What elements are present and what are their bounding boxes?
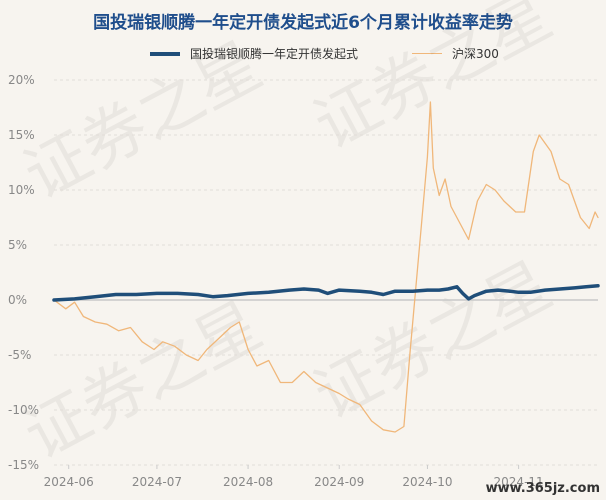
grid-layer: [54, 79, 598, 469]
legend-swatch-index: [412, 53, 442, 54]
y-tick-label: 0%: [8, 293, 27, 307]
legend-item-fund[interactable]: 国投瑞银顺腾一年定开债发起式: [150, 45, 358, 62]
site-watermark: www.365jz.com: [485, 481, 600, 496]
x-tick-label: 2024-07: [132, 475, 182, 489]
legend-label-fund: 国投瑞银顺腾一年定开债发起式: [190, 47, 359, 61]
x-tick-label: 2024-11: [494, 475, 544, 489]
y-tick-label: 10%: [8, 183, 35, 197]
y-tick-label: -5%: [8, 348, 31, 362]
legend-item-index[interactable]: 沪深300: [412, 45, 499, 62]
y-tick-label: 20%: [8, 73, 35, 87]
watermark-text: 证券之星: [303, 0, 564, 164]
x-tick-label: 2024-10: [402, 475, 452, 489]
y-tick-label: -10%: [8, 403, 39, 417]
chart-title: 国投瑞银顺腾一年定开债发起式近6个月累计收益率走势: [93, 13, 513, 33]
y-tick-label: 15%: [8, 128, 35, 142]
tick-layer: 20% 15% 10% 5% 0% -5% -10% -15% 2024-06 2024-07 20…: [8, 73, 544, 489]
legend-label-index: 沪深300: [452, 47, 499, 61]
y-tick-label: 5%: [8, 238, 27, 252]
legend-swatch-fund: [150, 51, 180, 56]
watermark-text: 证券之星: [13, 29, 274, 215]
watermark-text: 证券之星: [13, 289, 274, 475]
series-layer: [52, 101, 600, 433]
x-tick-label: 2024-08: [223, 475, 273, 489]
x-tick-label: 2024-06: [44, 475, 94, 489]
legend: 国投瑞银顺腾一年定开债发起式 沪深300: [0, 45, 606, 63]
x-tick-label: 2024-09: [314, 475, 364, 489]
series-line-index: [53, 101, 599, 433]
y-tick-label: -15%: [8, 458, 39, 472]
watermark-text: 证券之星: [303, 249, 564, 435]
series-line-fund: [52, 283, 600, 302]
